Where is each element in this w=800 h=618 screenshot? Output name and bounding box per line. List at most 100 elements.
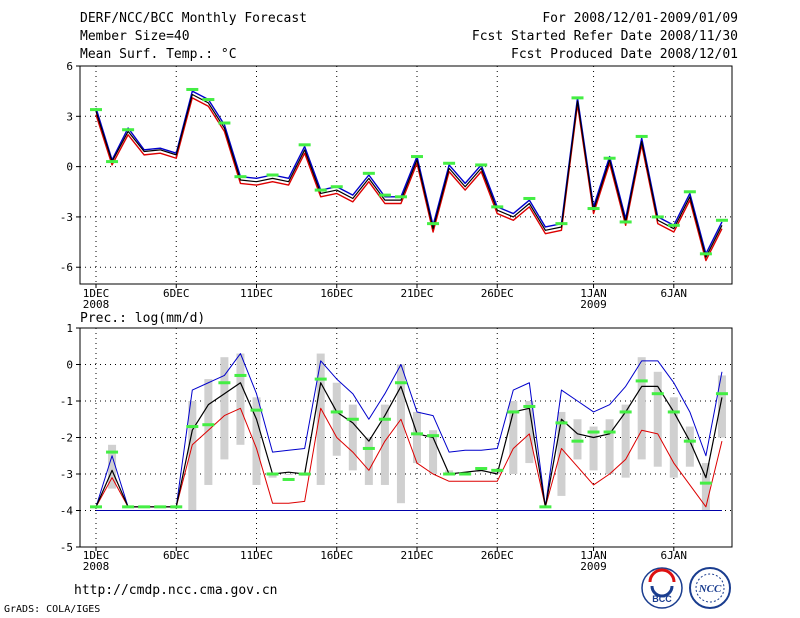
forecast-period: For 2008/12/01-2009/01/09 bbox=[542, 11, 738, 26]
member-marker bbox=[635, 134, 648, 138]
x-tick-label: 11DEC bbox=[240, 549, 273, 562]
member-marker bbox=[619, 410, 632, 414]
spread-bar bbox=[589, 426, 598, 471]
member-marker bbox=[298, 143, 311, 147]
member-marker bbox=[106, 450, 119, 454]
y-tick-label: 0 bbox=[66, 359, 73, 372]
x-year-label: 2008 bbox=[83, 298, 110, 311]
y-tick-label: -4 bbox=[60, 505, 74, 518]
spread-bar bbox=[380, 404, 389, 485]
member-marker bbox=[715, 392, 728, 396]
spread-bar bbox=[220, 357, 229, 460]
x-tick-label: 21DEC bbox=[400, 287, 433, 300]
spread-bar bbox=[605, 419, 614, 474]
y-tick-label: -5 bbox=[60, 541, 73, 554]
x-tick-label: 1DEC bbox=[83, 549, 110, 562]
member-marker bbox=[475, 163, 488, 167]
member-marker bbox=[266, 173, 279, 177]
grads-credit: GrADS: COLA/IGES bbox=[4, 604, 101, 615]
spread-bar bbox=[316, 353, 325, 485]
spread-bar bbox=[348, 404, 357, 471]
spread-bar bbox=[284, 474, 293, 475]
member-marker bbox=[555, 421, 568, 425]
member-marker bbox=[378, 193, 391, 197]
spread-bar bbox=[236, 353, 245, 445]
member-marker bbox=[651, 215, 664, 219]
member-marker bbox=[266, 472, 279, 476]
member-marker bbox=[539, 505, 552, 509]
x-tick-label: 1JAN bbox=[580, 549, 607, 562]
x-tick-label: 1JAN bbox=[580, 287, 607, 300]
x-tick-label: 11DEC bbox=[240, 287, 273, 300]
member-marker bbox=[202, 423, 215, 427]
spread-bar bbox=[637, 357, 646, 460]
spread-bar bbox=[108, 444, 117, 489]
lower-bound-line bbox=[95, 407, 723, 508]
member-marker bbox=[330, 410, 343, 414]
spread-bar bbox=[701, 463, 710, 511]
spread-bar bbox=[685, 426, 694, 467]
spread-bar bbox=[509, 401, 518, 474]
member-marker bbox=[170, 505, 183, 509]
member-marker bbox=[314, 377, 327, 381]
spread-bar bbox=[429, 430, 438, 474]
member-marker bbox=[362, 446, 375, 450]
member-marker bbox=[683, 190, 696, 194]
member-marker bbox=[619, 220, 632, 224]
member-marker bbox=[427, 434, 440, 438]
source-url[interactable]: http://cmdp.ncc.cma.gov.cn bbox=[74, 583, 278, 598]
member-marker bbox=[90, 505, 102, 509]
member-marker bbox=[683, 439, 696, 443]
member-marker bbox=[346, 417, 359, 421]
member-marker bbox=[491, 468, 504, 472]
spread-bar bbox=[573, 419, 582, 460]
y-tick-label: 0 bbox=[66, 161, 73, 174]
member-marker bbox=[443, 472, 456, 476]
member-marker bbox=[699, 252, 712, 256]
member-marker bbox=[362, 171, 375, 175]
plot-frame bbox=[79, 65, 733, 285]
x-tick-label: 26DEC bbox=[481, 549, 514, 562]
y-tick-label: 6 bbox=[66, 60, 73, 73]
member-marker bbox=[491, 205, 504, 209]
spread-bar bbox=[332, 382, 341, 456]
spread-bar bbox=[669, 397, 678, 478]
member-marker bbox=[571, 439, 584, 443]
member-marker bbox=[234, 175, 247, 179]
y-tick-label: -2 bbox=[60, 432, 73, 445]
spread-bar bbox=[364, 437, 373, 485]
x-year-label: 2009 bbox=[580, 298, 607, 311]
temperature-panel: -6 -3 0 3 6 1DEC 6DEC 11DEC 16DEC 21DEC 26DEC 1JAN 6… bbox=[60, 60, 733, 311]
upper-bound-line bbox=[95, 90, 723, 255]
member-marker bbox=[555, 222, 568, 226]
spread-bar bbox=[188, 401, 197, 511]
member-marker bbox=[378, 417, 391, 421]
member-marker bbox=[603, 430, 616, 434]
member-marker bbox=[587, 430, 600, 434]
y-tick-label: -6 bbox=[60, 261, 73, 274]
spread-bar bbox=[477, 470, 486, 473]
spread-bar bbox=[621, 404, 630, 478]
member-marker bbox=[635, 379, 648, 383]
spread-bar bbox=[525, 401, 534, 464]
member-marker bbox=[603, 156, 616, 160]
spread-bar bbox=[268, 474, 277, 478]
spread-bar bbox=[653, 371, 662, 467]
member-marker bbox=[443, 161, 456, 165]
member-marker bbox=[667, 410, 680, 414]
y-tick-label: -1 bbox=[60, 395, 73, 408]
member-marker bbox=[314, 188, 327, 192]
member-marker bbox=[218, 381, 231, 385]
x-tick-label: 16DEC bbox=[320, 549, 353, 562]
y-tick-label: 1 bbox=[66, 322, 73, 335]
member-marker bbox=[427, 222, 440, 226]
member-marker bbox=[394, 195, 407, 199]
member-marker bbox=[699, 481, 712, 485]
ensemble-mean-line bbox=[95, 382, 723, 508]
member-marker bbox=[411, 432, 423, 436]
lower-bound-line bbox=[95, 97, 723, 262]
spread-bar bbox=[413, 411, 421, 464]
member-marker bbox=[282, 477, 295, 481]
member-marker bbox=[459, 472, 472, 476]
